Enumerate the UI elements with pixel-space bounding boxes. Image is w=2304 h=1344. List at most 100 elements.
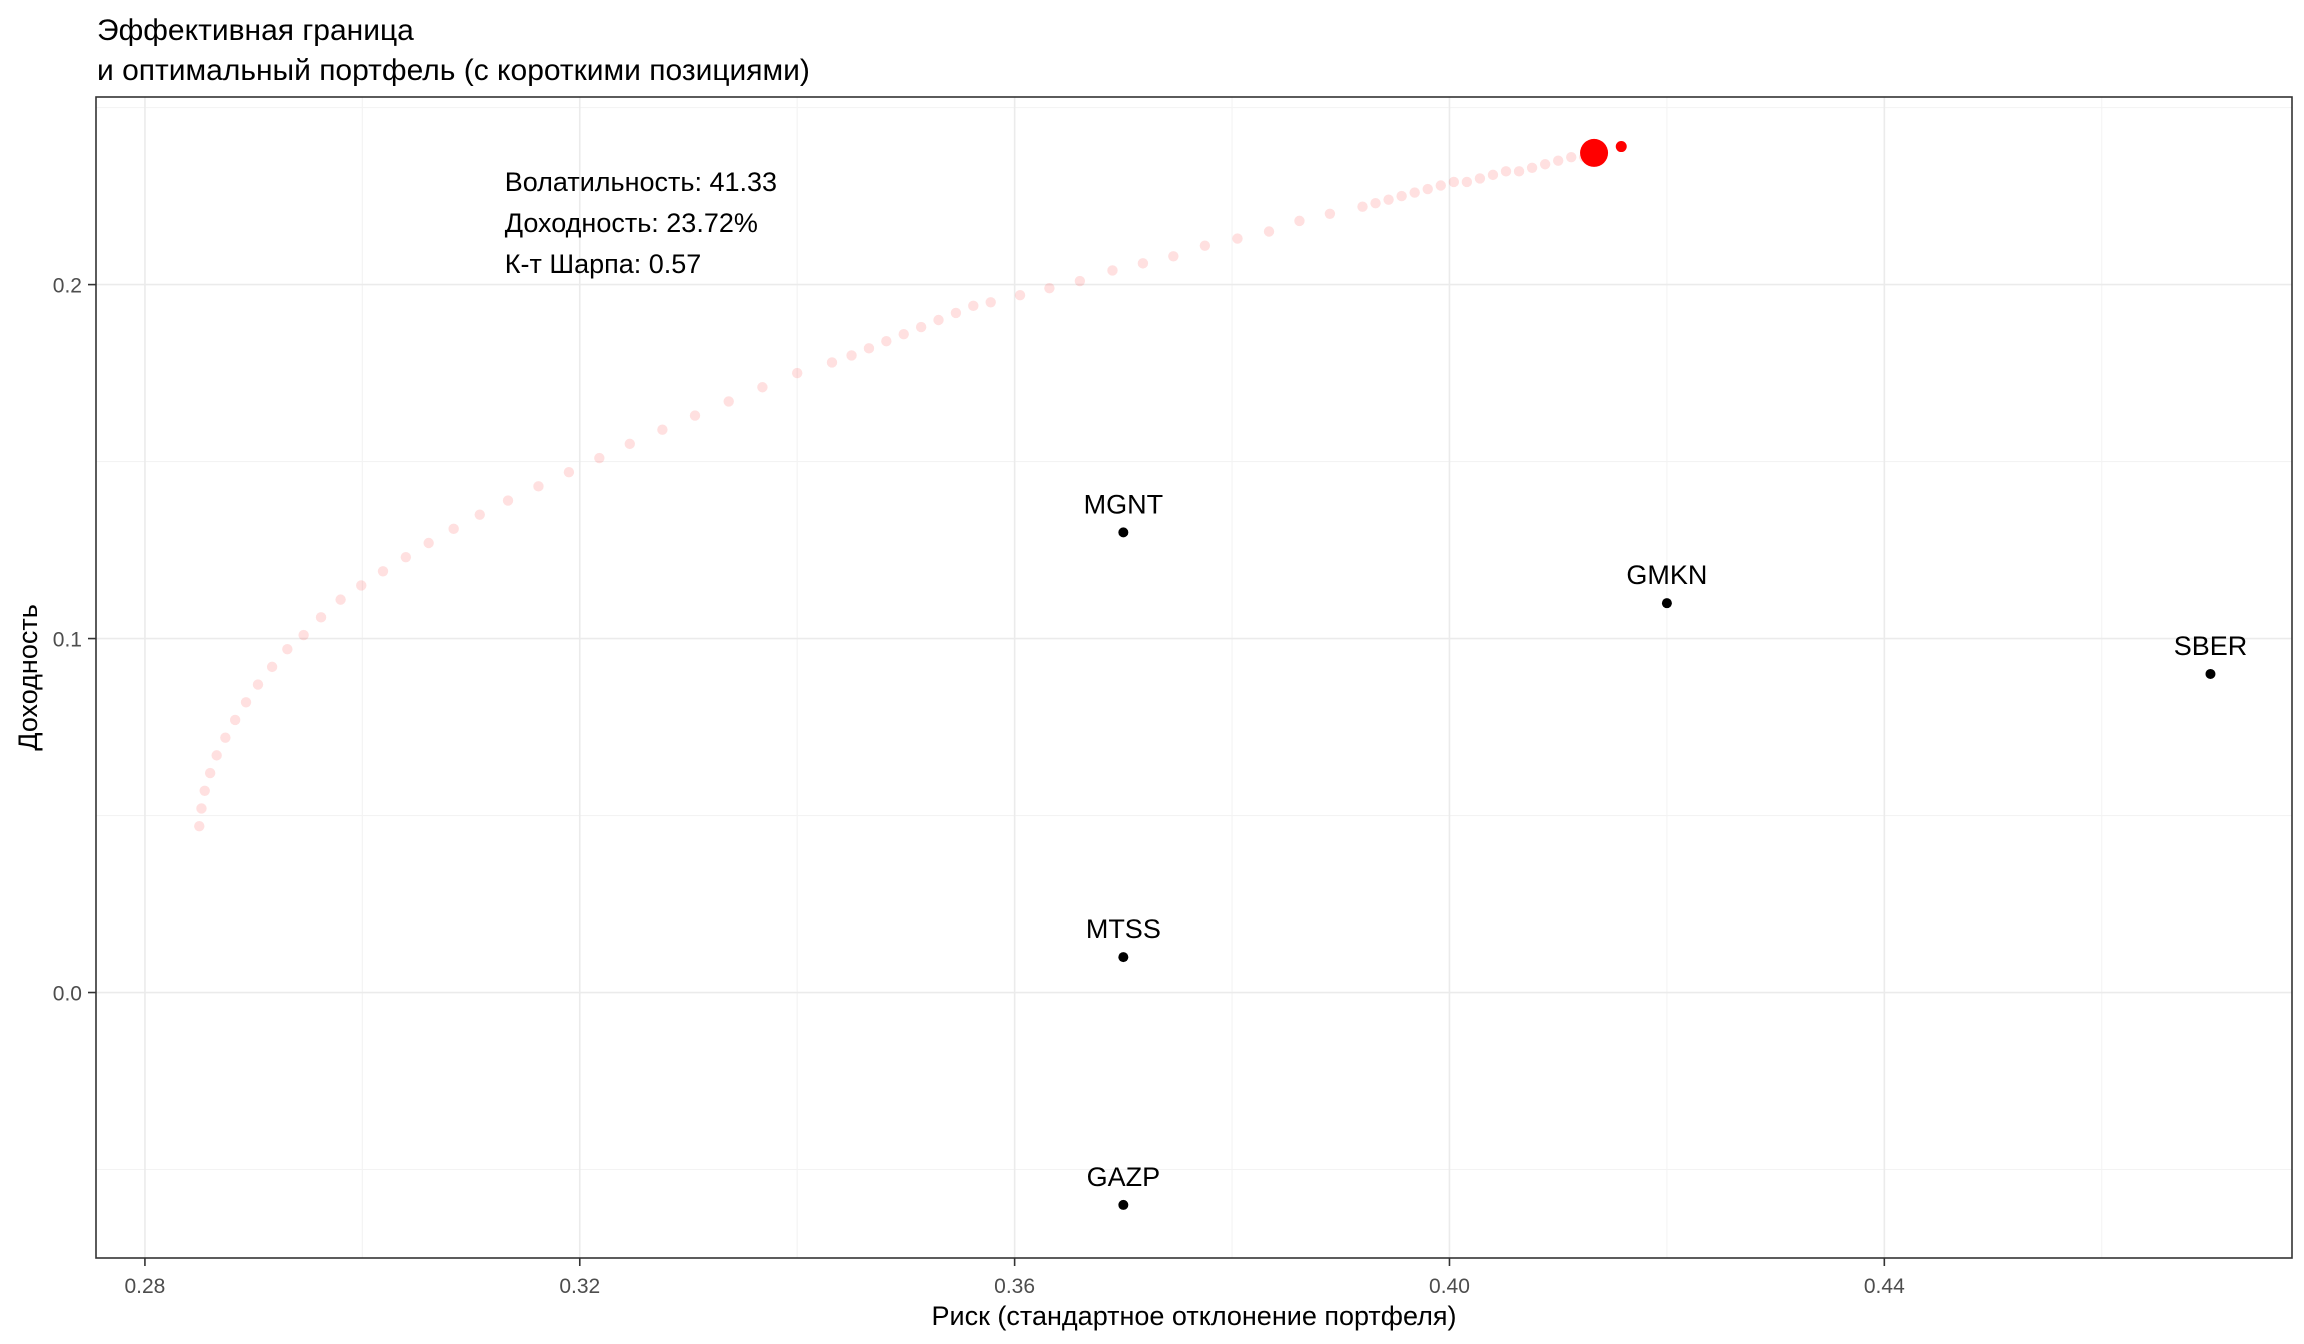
frontier-point (689, 410, 701, 421)
frontier-point (968, 300, 979, 312)
frontier-point (1168, 251, 1179, 262)
frontier-point (194, 820, 205, 832)
frontier-point (298, 629, 309, 641)
chart-title: Эффективная граница (97, 14, 414, 47)
optimal-portfolio (1580, 138, 1627, 167)
frontier-point (502, 495, 514, 506)
frontier-point (1107, 265, 1118, 276)
frontier-point (563, 467, 575, 478)
asset-label: GMKN (1626, 560, 1707, 590)
y-tick-label: 0.2 (53, 275, 82, 298)
asset-label: GAZP (1087, 1162, 1161, 1192)
frontier-point (657, 424, 668, 435)
frontier-point (448, 523, 459, 535)
chart-subtitle: и оптимальный портфель (с короткими пози… (97, 54, 810, 87)
minor-gridlines (96, 97, 2292, 1258)
portfolio-stat-line: Доходность: 23.72% (505, 208, 758, 238)
frontier-point (1513, 166, 1525, 177)
frontier-point (1435, 180, 1446, 191)
frontier-point (915, 321, 927, 333)
frontier-point (1014, 290, 1026, 301)
frontier-point (791, 367, 803, 379)
frontier-point (400, 551, 412, 563)
frontier-point (624, 438, 635, 450)
asset-label: SBER (2174, 631, 2248, 661)
portfolio-stats: Волатильность: 41.33 Доходность: 23.72% К-… (505, 167, 777, 279)
frontier-point (1487, 169, 1499, 181)
frontier-point (1500, 166, 1512, 177)
efficient-frontier (194, 151, 1590, 832)
frontier-point (282, 643, 293, 655)
frontier-point (933, 314, 944, 326)
frontier-point (950, 307, 962, 319)
frontier-end-point (1615, 141, 1627, 153)
x-tick-label: 0.28 (124, 1275, 165, 1298)
frontier-point (1357, 201, 1368, 212)
x-axis: 0.28 0.32 0.36 0.40 0.44 (124, 1258, 1905, 1298)
plot-panel-border (95, 96, 2293, 1259)
frontier-point (826, 357, 838, 368)
frontier-point (423, 537, 434, 549)
frontier-point (315, 612, 327, 623)
frontier-point (1370, 197, 1381, 209)
y-tick-label: 0.0 (53, 983, 82, 1006)
frontier-point (723, 396, 734, 407)
frontier-point (1552, 155, 1564, 166)
frontier-point (1422, 183, 1433, 195)
frontier-point (1409, 187, 1420, 198)
frontier-point (594, 452, 605, 464)
asset-points: MGNT GMKN SBER MTSS GAZP (1084, 489, 2248, 1210)
y-axis: 0.0 0.1 0.2 (53, 275, 96, 1006)
frontier-point (196, 803, 207, 814)
frontier-point (985, 297, 996, 308)
major-gridlines (96, 97, 2292, 1258)
frontier-point (377, 566, 389, 577)
frontier-point (1566, 151, 1577, 163)
frontier-point (211, 750, 222, 761)
x-axis-title: Риск (стандартное отклонение портфеля) (932, 1301, 1457, 1331)
optimal-portfolio-point (1580, 138, 1609, 167)
frontier-point (1324, 208, 1336, 220)
asset-point (2205, 668, 2216, 679)
frontier-point (1294, 215, 1305, 227)
asset-point (1118, 527, 1129, 538)
frontier-point (533, 481, 544, 492)
asset-point (1118, 1199, 1129, 1210)
asset-label: MGNT (1084, 489, 1163, 519)
frontier-point (1396, 190, 1407, 202)
frontier-point (1199, 240, 1211, 251)
frontier-point (474, 509, 485, 520)
asset-point (1118, 952, 1129, 963)
frontier-point (240, 697, 252, 708)
frontier-point (757, 382, 768, 393)
portfolio-stat-line: Волатильность: 41.33 (505, 167, 777, 197)
frontier-point (1044, 282, 1055, 294)
frontier-point (863, 343, 875, 354)
y-axis-title: Доходность (13, 604, 43, 751)
frontier-point (1539, 159, 1551, 170)
frontier-point (881, 336, 892, 347)
frontier-point (1526, 162, 1538, 173)
frontier-point (846, 350, 857, 361)
x-tick-label: 0.44 (1864, 1275, 1905, 1298)
frontier-point (204, 767, 216, 779)
frontier-point (1232, 233, 1243, 244)
frontier-point (1448, 176, 1460, 188)
x-tick-label: 0.36 (994, 1275, 1035, 1298)
frontier-point (199, 785, 210, 796)
asset-point (1661, 598, 1672, 609)
frontier-point (1263, 226, 1275, 237)
frontier-point (1137, 258, 1149, 269)
frontier-point (1383, 194, 1394, 205)
frontier-point (220, 732, 231, 743)
asset-label: MTSS (1086, 914, 1161, 944)
frontier-point (898, 328, 909, 340)
y-tick-label: 0.1 (53, 629, 82, 652)
frontier-point (1461, 176, 1473, 188)
frontier-point (252, 679, 264, 690)
x-tick-label: 0.40 (1429, 1275, 1470, 1298)
frontier-point (1474, 173, 1486, 184)
frontier-point (229, 714, 241, 726)
frontier-point (266, 661, 278, 673)
